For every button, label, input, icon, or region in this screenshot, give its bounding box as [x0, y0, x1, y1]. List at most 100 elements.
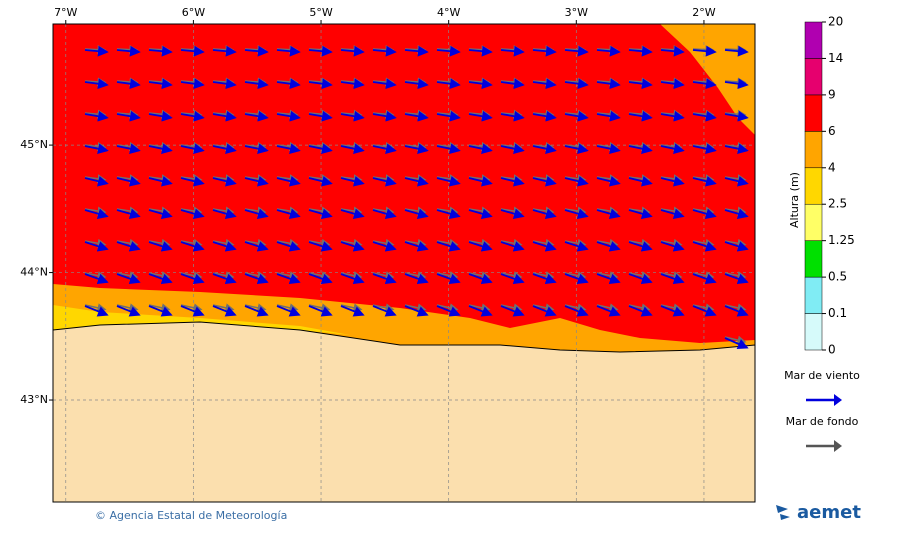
arrow: [757, 177, 777, 180]
arrow: [276, 273, 301, 284]
arrow: [404, 45, 429, 57]
arrow: [757, 306, 779, 315]
logo-text: aemet: [797, 502, 861, 523]
arrow: [372, 78, 397, 90]
arrow: [724, 241, 749, 252]
arrow: [628, 176, 653, 187]
legend-label: Mar de viento: [784, 369, 860, 382]
arrow: [692, 241, 717, 252]
arrow: [628, 305, 653, 317]
sea-region: [53, 284, 755, 352]
arrow: [660, 110, 685, 122]
arrow: [757, 338, 779, 348]
arrow: [212, 273, 237, 284]
arrow: [436, 143, 461, 155]
arrow: [116, 176, 141, 187]
arrow: [212, 78, 237, 90]
arrow: [244, 45, 269, 57]
arrow: [532, 208, 557, 219]
arrow: [532, 241, 557, 252]
arrow: [308, 305, 333, 317]
legend-arrowhead: [834, 440, 842, 452]
arrow: [596, 143, 621, 155]
arrow: [116, 45, 141, 57]
arrow: [468, 78, 493, 90]
arrow: [180, 78, 205, 90]
arrow: [212, 208, 237, 219]
logo: aemet: [776, 502, 861, 523]
arrow: [596, 241, 621, 252]
arrow: [372, 110, 397, 122]
arrow: [148, 110, 173, 122]
arrow: [564, 241, 589, 252]
colorbar-label: 14: [828, 51, 843, 65]
arrow: [500, 78, 525, 90]
arrow: [757, 274, 779, 282]
arrow: [116, 78, 141, 90]
arrow: [660, 45, 685, 57]
arrow: [564, 305, 589, 317]
arrow: [500, 305, 525, 317]
sea-region: [53, 305, 350, 335]
arrow: [276, 143, 301, 155]
colorbar-segment: [804, 58, 823, 96]
arrow: [757, 146, 779, 151]
arrow: [436, 176, 461, 187]
arrow: [596, 45, 621, 57]
arrow: [244, 143, 269, 155]
arrow: [308, 78, 333, 90]
arrow: [404, 305, 429, 317]
arrow: [148, 45, 173, 57]
arrow: [244, 241, 269, 252]
colorbar-label: 0: [828, 343, 836, 357]
arrow: [84, 208, 109, 219]
wave-arrows: [84, 45, 779, 349]
arrow: [180, 208, 205, 219]
arrow: [180, 273, 205, 284]
arrow: [180, 45, 205, 57]
arrow: [340, 241, 365, 252]
x-tick-label: 5°W: [309, 6, 332, 19]
arrow: [532, 273, 557, 284]
arrow: [436, 241, 461, 252]
arrow: [724, 208, 749, 219]
arrow: [468, 45, 493, 57]
arrow: [564, 45, 589, 57]
arrow: [84, 45, 109, 57]
arrow: [244, 110, 269, 122]
arrow: [436, 45, 461, 57]
arrow: [308, 45, 333, 57]
map-frame: [52, 23, 756, 503]
arrow: [340, 176, 365, 187]
arrow: [692, 273, 717, 284]
arrow: [180, 241, 205, 252]
x-tick-label: 2°W: [692, 6, 715, 19]
arrow: [596, 208, 621, 219]
arrow: [340, 208, 365, 219]
colorbar-segment: [804, 21, 823, 59]
arrow: [564, 110, 589, 122]
arrow: [628, 110, 653, 122]
arrow: [436, 78, 461, 90]
colorbar-segment: [804, 94, 823, 132]
arrow: [757, 241, 777, 245]
arrow: [692, 110, 717, 122]
colorbar-label: 1.25: [828, 233, 855, 247]
y-tick-label: 45°N: [20, 138, 48, 151]
arrow: [436, 110, 461, 122]
arrow: [757, 242, 779, 249]
arrow: [596, 78, 621, 90]
arrow: [757, 337, 777, 342]
y-tick-label: 43°N: [20, 393, 48, 406]
y-tick-label: 44°N: [20, 266, 48, 279]
sea-region: [660, 24, 755, 135]
colorbar-label: 2.5: [828, 197, 847, 211]
arrow: [757, 114, 779, 118]
arrow: [532, 143, 557, 155]
arrow: [692, 45, 717, 57]
logo-icon: [776, 505, 790, 520]
arrow: [724, 337, 749, 349]
colorbar-label: 6: [828, 124, 836, 138]
arrow: [468, 176, 493, 187]
arrow: [84, 241, 109, 252]
